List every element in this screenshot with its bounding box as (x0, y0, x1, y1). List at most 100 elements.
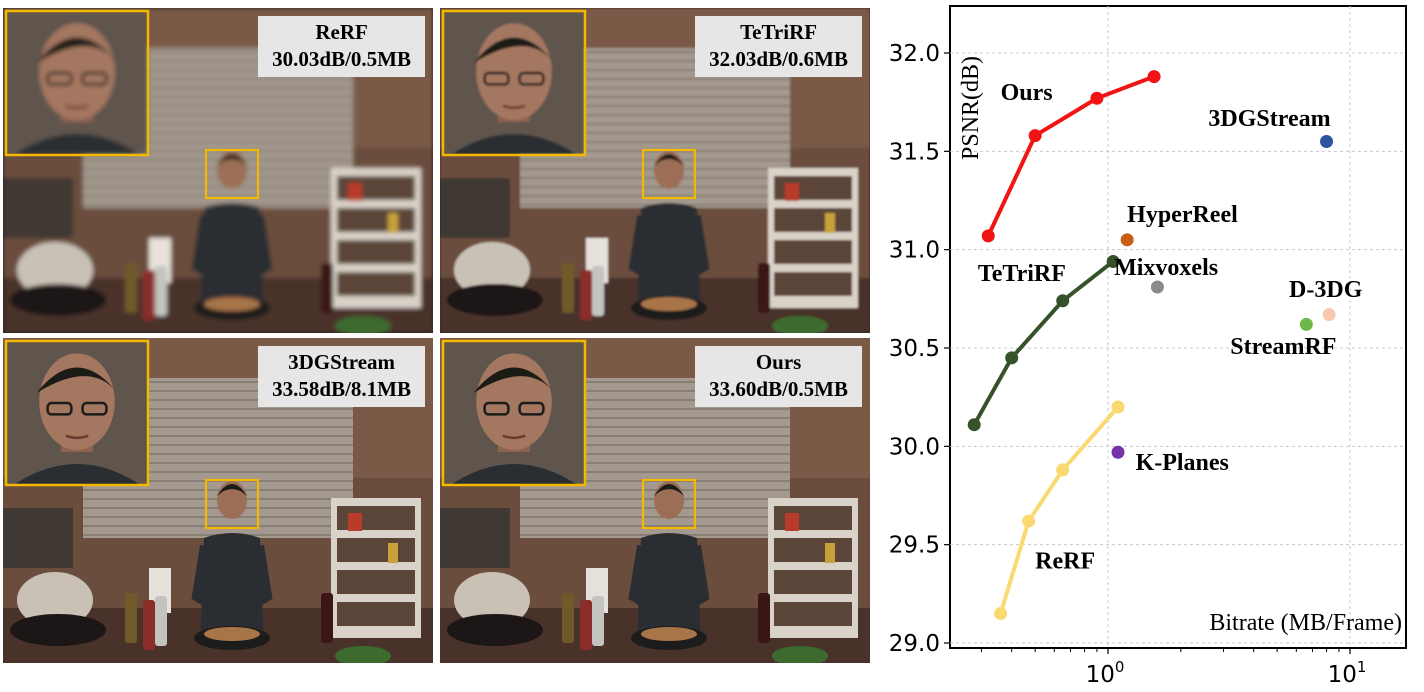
zoom-inset-content (444, 342, 584, 484)
plot-frame (949, 5, 1407, 649)
shelf-slot (337, 570, 415, 594)
series-label: HyperReel (1127, 202, 1238, 228)
bottle (143, 270, 155, 320)
zoom-target-box (204, 148, 260, 200)
series-rerf: ReRF (994, 400, 1125, 620)
person-arm-right (242, 545, 273, 614)
method-name: 3DGStream (288, 350, 396, 374)
zoom-inset-frame (441, 339, 587, 487)
data-point (1320, 135, 1334, 148)
shelf-slot (337, 240, 415, 264)
bottle (125, 593, 137, 643)
plush-stand (10, 614, 106, 646)
plush-stand (447, 284, 543, 316)
toaster-oven (440, 508, 510, 568)
person-arm-right (679, 545, 710, 614)
zoom-inset-content (444, 12, 584, 154)
series-hyperreel: HyperReel (1120, 202, 1238, 247)
zoom-inset-frame (4, 9, 150, 157)
person-arm-right (679, 215, 710, 284)
data-point (1322, 308, 1336, 322)
method-metric: 30.03dB/0.5MB (272, 47, 411, 71)
series-streamrf: StreamRF (1230, 317, 1336, 360)
plush-toy (454, 572, 530, 628)
bottle (592, 266, 604, 316)
zoom-inset-content (7, 12, 147, 154)
series-label: Mixvoxels (1114, 255, 1218, 281)
zoom-hair (473, 37, 555, 64)
plush-toy (454, 242, 530, 298)
vegetables (335, 646, 391, 663)
data-point (1120, 233, 1134, 247)
zoom-target-box (641, 478, 697, 530)
data-point (1056, 294, 1070, 308)
y-tick-label: 31.0 (889, 238, 940, 264)
series-line (986, 74, 1155, 237)
zoom-shoulders (15, 134, 139, 154)
shelf-unit (768, 168, 858, 308)
kitchen-scene-image (440, 8, 870, 333)
data-point (1111, 400, 1125, 414)
data-point (994, 607, 1008, 620)
zoom-glasses-left (483, 71, 510, 86)
shelf-slot (774, 208, 852, 232)
toaster-oven (3, 178, 73, 238)
zoom-inset-content (7, 342, 147, 484)
method-label-box: ReRF 30.03dB/0.5MB (258, 16, 425, 77)
series-label: K-Planes (1136, 450, 1229, 476)
plush-stand (447, 614, 543, 646)
shelf-slot (337, 602, 415, 626)
zoom-glasses-left (483, 401, 510, 416)
food-in-pan (204, 297, 260, 311)
zoom-glasses-right (81, 71, 108, 86)
scene-content (440, 8, 870, 333)
shelf-slot (774, 602, 852, 626)
zoom-mouth (502, 434, 526, 440)
shelf-item (785, 183, 799, 201)
zoom-shoulders (15, 464, 139, 484)
x-tick-label: 101 (1328, 658, 1367, 688)
zoom-hair (36, 367, 118, 394)
y-tick-label: 29.5 (889, 533, 940, 559)
y-tick-label: 32.0 (889, 41, 940, 67)
x-axis-label: Bitrate (MB/Frame) (1209, 610, 1402, 636)
series-tetrirf: TeTriRF (967, 254, 1120, 432)
bottle (580, 600, 592, 650)
toaster-oven (3, 508, 73, 568)
data-point (967, 418, 981, 432)
zoom-inset-frame (441, 9, 587, 157)
shelf-unit (768, 498, 858, 638)
plush-stand (10, 284, 106, 316)
shelf-slot (774, 570, 852, 594)
series-d-3dg: D-3DG (1289, 277, 1363, 322)
person-hair (217, 484, 247, 496)
plush-toy (17, 242, 93, 298)
bottle (143, 600, 155, 650)
person-hair (654, 154, 684, 166)
x-tick-label: 100 (1086, 658, 1125, 688)
food-in-pan (641, 627, 697, 641)
person-torso (200, 203, 264, 316)
bottle (321, 593, 333, 643)
method-name: Ours (755, 350, 802, 374)
zoom-shoulders (452, 134, 576, 154)
series-line (998, 405, 1120, 615)
y-tick-label: 30.0 (889, 434, 940, 460)
shelf-item (348, 513, 362, 531)
method-metric: 32.03dB/0.6MB (709, 47, 848, 71)
vegetables (335, 316, 391, 333)
bottle (321, 263, 333, 313)
data-point (1111, 445, 1125, 459)
shelf-item (388, 543, 398, 563)
series-label: TeTriRF (978, 261, 1066, 287)
y-tick-label: 29.0 (889, 631, 940, 657)
method-label-box: TeTriRF 32.03dB/0.6MB (695, 16, 862, 77)
person-arm-left (191, 215, 222, 284)
series-ours: Ours (981, 70, 1161, 243)
data-point (1150, 280, 1164, 294)
method-name: TeTriRF (740, 20, 818, 44)
person-arm-left (628, 545, 659, 614)
bottle (125, 263, 137, 313)
bottle (562, 263, 574, 313)
person-arm-left (628, 215, 659, 284)
